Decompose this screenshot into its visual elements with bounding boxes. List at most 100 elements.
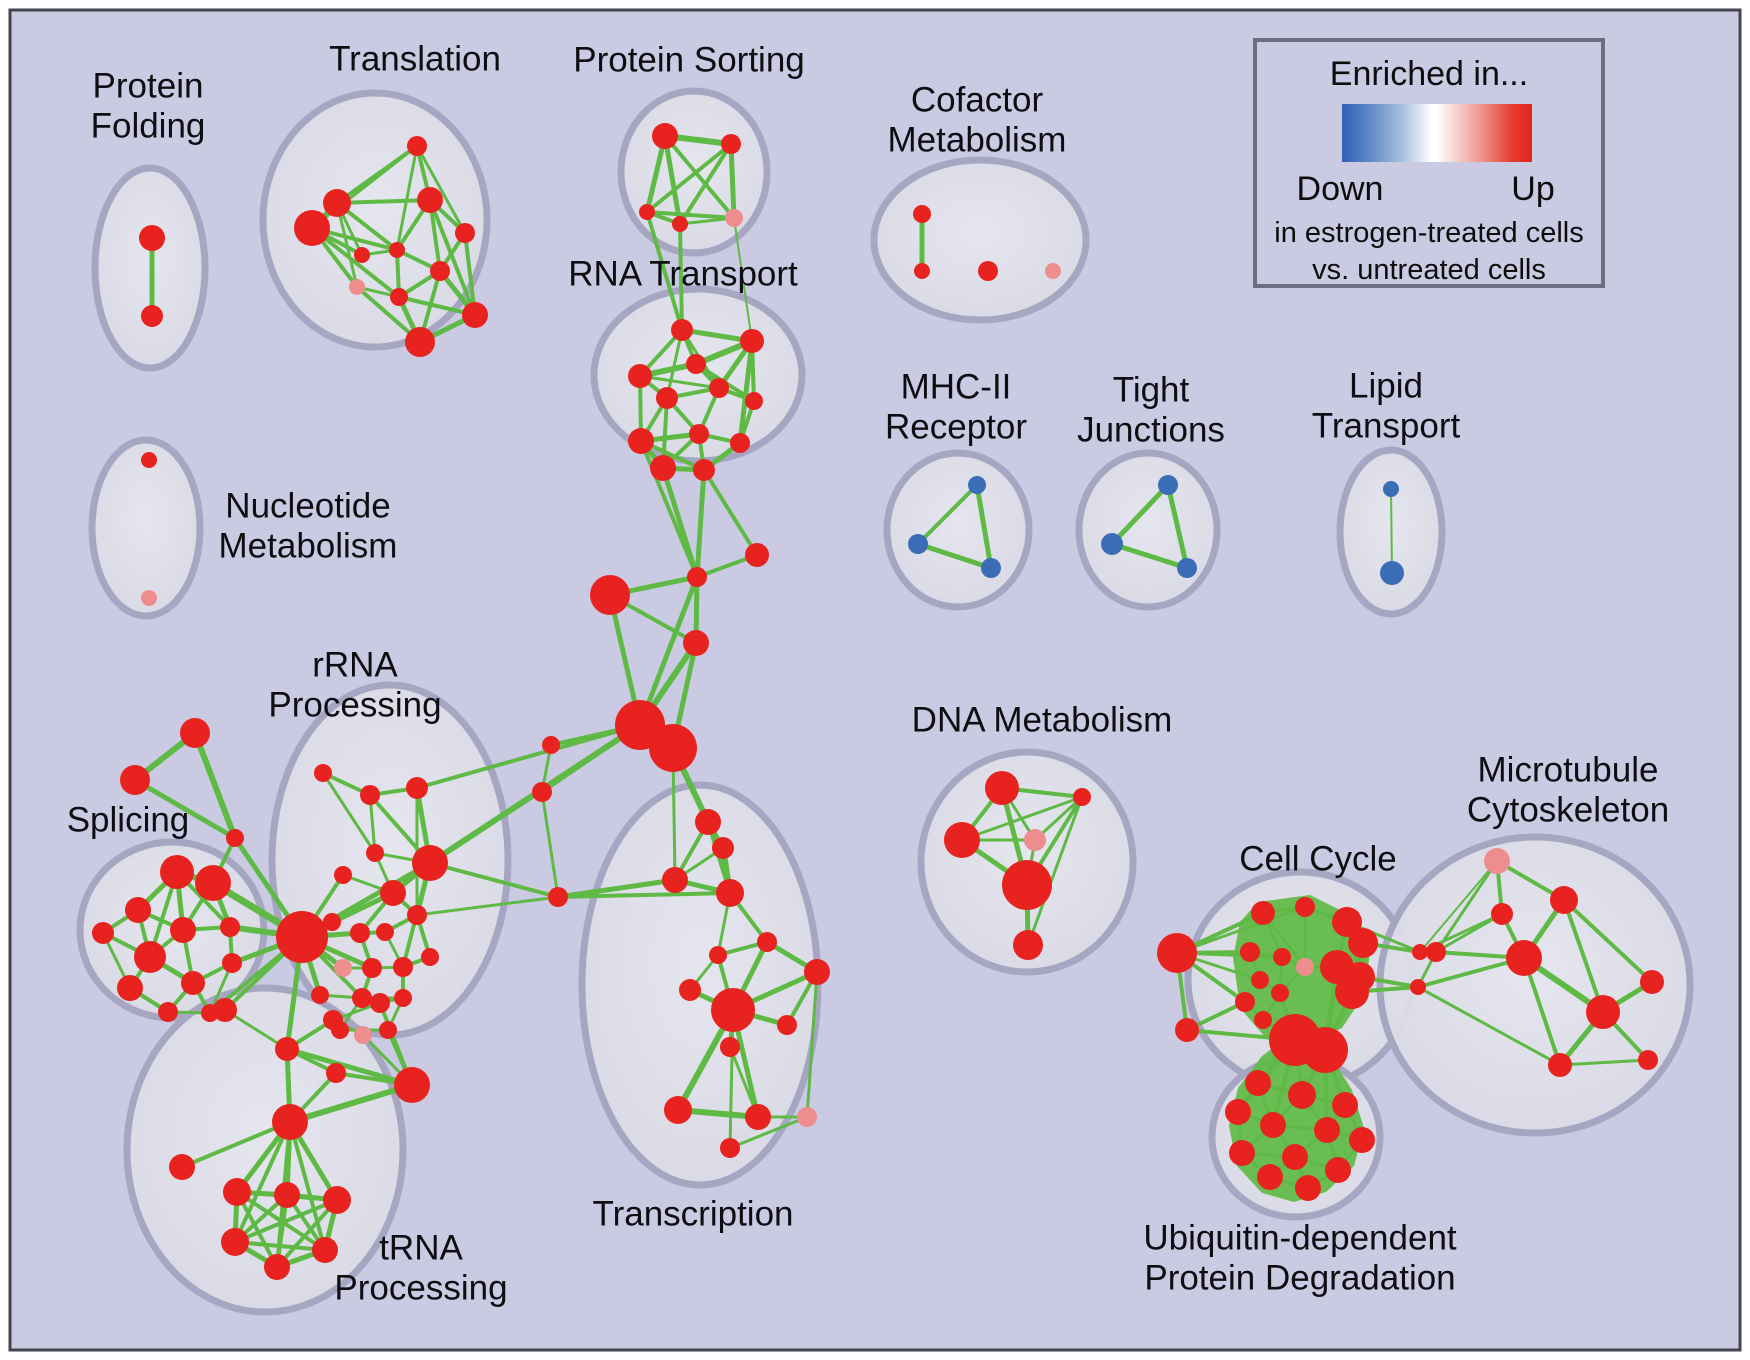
network-node (158, 1002, 178, 1022)
network-edge (1434, 912, 1504, 954)
network-edge (678, 216, 736, 226)
network-node (350, 923, 370, 943)
network-edge (233, 1120, 292, 1244)
network-node (323, 1186, 351, 1214)
network-node (462, 302, 488, 328)
network-node (1024, 829, 1046, 851)
network-node (649, 724, 697, 772)
network-node (362, 958, 382, 978)
network-edge (335, 198, 432, 205)
network-node (1296, 958, 1314, 976)
network-edge (287, 1082, 415, 1125)
network-node (1254, 1011, 1272, 1029)
network-edge (1026, 795, 1084, 947)
network-node (1271, 984, 1289, 1002)
network-node (1638, 1050, 1658, 1070)
network-node (407, 136, 427, 156)
network-node (1380, 561, 1404, 585)
network-node (326, 1063, 346, 1083)
network-node (125, 897, 151, 923)
network-edge (415, 895, 560, 917)
network-node (1235, 992, 1255, 1012)
network-node (689, 424, 709, 444)
network-node (294, 210, 330, 246)
network-edge (275, 1198, 339, 1269)
network-node (1325, 1157, 1351, 1183)
network-edge (233, 1240, 327, 1252)
network-node (672, 216, 688, 232)
network-edge (1434, 859, 1499, 954)
network-node (141, 590, 157, 606)
network-node (1410, 979, 1426, 995)
cluster-label-mhc-ii-receptor: Receptor (885, 407, 1027, 446)
network-node (323, 913, 341, 931)
network-edge (678, 222, 684, 332)
network-node (662, 867, 688, 893)
network-edge (1175, 905, 1307, 955)
cluster-label-mhc-ii-receptor: MHC-II (901, 367, 1012, 406)
network-node (272, 1104, 308, 1140)
legend-title: Enriched in... (1329, 55, 1529, 93)
network-node (720, 1138, 740, 1158)
network-node (117, 975, 143, 1001)
network-node (412, 845, 448, 881)
network-node (679, 979, 701, 1001)
legend-down-label: Down (1296, 170, 1384, 208)
network-node (709, 378, 729, 398)
network-node (968, 476, 986, 494)
network-nodes (92, 123, 1664, 1280)
network-node (695, 809, 721, 835)
network-node (1282, 1144, 1308, 1170)
network-node (804, 959, 830, 985)
network-node (639, 204, 655, 220)
cluster-label-dna-metabolism: DNA Metabolism (912, 700, 1173, 739)
network-node (1349, 1127, 1375, 1153)
network-node (370, 993, 390, 1013)
network-edge (321, 771, 377, 855)
network-edge (415, 723, 642, 790)
network-node (354, 247, 370, 263)
network-node (394, 989, 412, 1007)
network-node (264, 1254, 290, 1280)
legend-up-label: Up (1511, 170, 1555, 208)
network-edge (728, 1008, 735, 1150)
network-node (730, 433, 750, 453)
network-node (1013, 930, 1043, 960)
network-edge (428, 861, 560, 899)
network-edge (805, 970, 819, 1119)
network-node (745, 392, 763, 410)
network-edge (663, 134, 736, 220)
network-node (223, 1178, 251, 1206)
network-edge (284, 1046, 415, 1088)
network-node (671, 319, 693, 341)
network-node (944, 822, 980, 858)
network-node (141, 452, 157, 468)
network-node (664, 1096, 692, 1124)
network-node (334, 866, 352, 884)
network-node (687, 567, 707, 587)
network-node (1257, 1164, 1283, 1190)
network-edge (665, 328, 684, 400)
cluster-ellipse-tight-junctions (1075, 449, 1221, 611)
cluster-label-lipid-transport: Lipid (1349, 366, 1423, 405)
network-node (170, 917, 196, 943)
cluster-label-cell-cycle: Cell Cycle (1239, 839, 1397, 878)
network-node (405, 327, 435, 357)
network-edge (463, 231, 477, 317)
network-edge (660, 465, 700, 580)
network-node (311, 986, 329, 1004)
cluster-label-cofactor-metabolism: Metabolism (888, 120, 1067, 159)
cluster-ellipse-translation (259, 89, 491, 351)
network-node (181, 971, 205, 995)
cluster-ellipse-rrna-processing (268, 681, 512, 1039)
cluster-label-microtubule-cytoskeleton: Cytoskeleton (1467, 790, 1669, 829)
network-node (1295, 1175, 1321, 1201)
network-edge (1390, 488, 1393, 574)
legend-gradient-bar (1342, 104, 1532, 162)
legend-caption-line2: vs. untreated cells (1312, 254, 1546, 286)
network-edge (428, 198, 477, 317)
network-node (1383, 481, 1399, 497)
cluster-label-tight-junctions: Junctions (1077, 410, 1225, 449)
network-node (226, 829, 244, 847)
network-edge (702, 468, 759, 557)
